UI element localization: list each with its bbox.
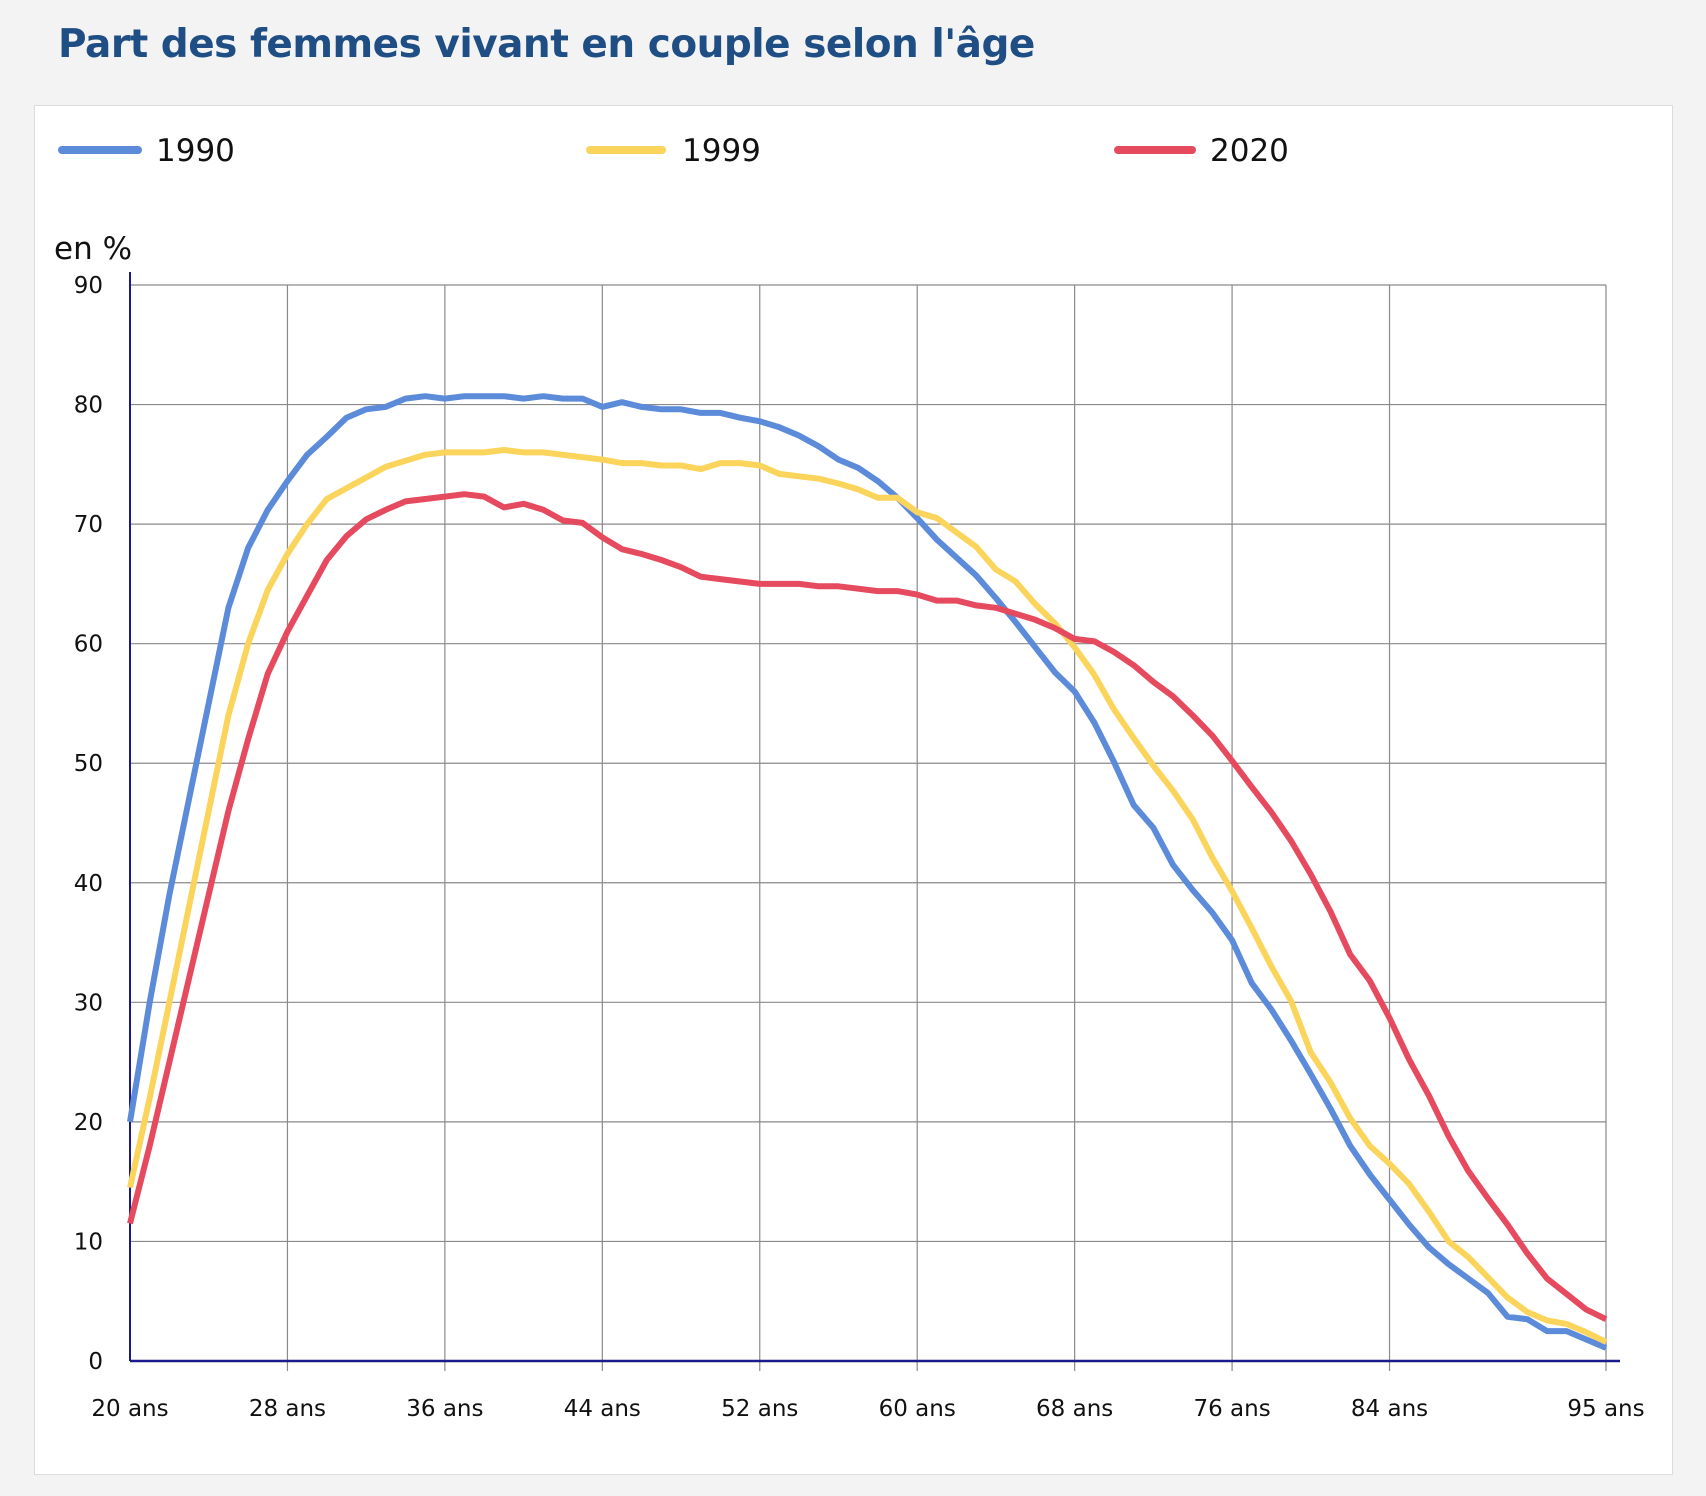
chart-card [34, 105, 1673, 1475]
series-lines [127, 393, 1608, 1351]
series-line-2020 [127, 491, 1608, 1322]
series-line-1999 [127, 447, 1608, 1345]
tick-labels: 0 10 20 30 40 50 60 70 80 90 20 ans 28 ans 36 ans 44 … [74, 273, 1645, 1422]
x-tick-label-95: 95 ans [1567, 1396, 1644, 1422]
y-tick-label-20: 20 [74, 1110, 103, 1136]
x-tick-label-28: 28 ans [249, 1396, 326, 1422]
y-tick-label-10: 10 [74, 1229, 103, 1255]
legend-label-1999: 1999 [682, 133, 761, 169]
y-tick-label-70: 70 [74, 512, 103, 538]
y-tick-label-80: 80 [74, 393, 103, 419]
x-tick-label-44: 44 ans [564, 1396, 641, 1422]
x-tick-label-60: 60 ans [879, 1396, 956, 1422]
legend-label-1990: 1990 [156, 133, 235, 169]
y-tick-label-90: 90 [74, 273, 103, 299]
legend-item-1990[interactable]: 1990 [58, 133, 235, 169]
y-tick-label-0: 0 [88, 1349, 103, 1375]
y-tick-label-40: 40 [74, 871, 103, 897]
x-tick-label-84: 84 ans [1351, 1396, 1428, 1422]
x-tick-label-20: 20 ans [91, 1396, 168, 1422]
y-tick-label-30: 30 [74, 990, 103, 1016]
page-title: Part des femmes vivant en couple selon l… [58, 22, 1035, 67]
x-tick-label-68: 68 ans [1036, 1396, 1113, 1422]
legend-item-2020[interactable]: 2020 [1114, 133, 1289, 169]
legend-label-2020: 2020 [1210, 133, 1289, 169]
y-tick-label-50: 50 [74, 751, 103, 777]
x-tick-label-52: 52 ans [721, 1396, 798, 1422]
legend-item-1999[interactable]: 1999 [586, 133, 761, 169]
x-tick-label-76: 76 ans [1193, 1396, 1270, 1422]
x-tick-label-36: 36 ans [406, 1396, 483, 1422]
axes [129, 272, 1620, 1363]
grid [130, 284, 1607, 1371]
series-line-1990 [127, 393, 1608, 1351]
y-tick-label-60: 60 [74, 632, 103, 658]
y-axis-unit-label: en % [54, 231, 132, 267]
legend: 1990 1999 2020 [58, 133, 1289, 169]
